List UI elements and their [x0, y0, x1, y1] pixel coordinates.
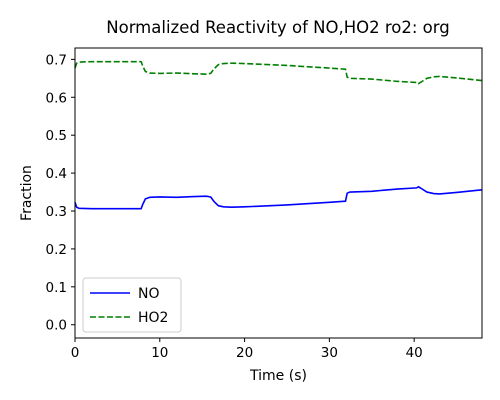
legend-label-no: NO [138, 286, 160, 302]
y-tick-label: 0.0 [46, 318, 67, 334]
x-tick-label: 20 [236, 345, 253, 361]
y-tick-label: 0.2 [46, 242, 67, 258]
legend: NO HO2 [82, 277, 182, 333]
y-tick-label: 0.4 [46, 166, 67, 182]
y-ticks: 0.0 0.1 0.2 0.3 0.4 0.5 0.6 0.7 [46, 52, 75, 334]
legend-label-ho2: HO2 [138, 310, 168, 326]
series-line-ho2 [74, 60, 483, 85]
plot-frame [74, 47, 483, 339]
y-tick-label: 0.6 [46, 90, 67, 106]
y-axis-label: Fraction [19, 165, 35, 221]
y-tick-label: 0.5 [46, 128, 67, 144]
plot-area [74, 60, 483, 210]
y-tick-label: 0.1 [46, 280, 67, 296]
legend-box [82, 277, 182, 333]
x-tick-label: 10 [151, 345, 168, 361]
x-tick-label: 0 [71, 345, 80, 361]
chart-title: Normalized Reactivity of NO,HO2 ro2: org [106, 18, 450, 37]
series-line-no [74, 185, 483, 210]
x-tick-label: 30 [321, 345, 338, 361]
y-tick-label: 0.3 [46, 204, 67, 220]
x-tick-label: 40 [406, 345, 423, 361]
x-axis-label: Time (s) [249, 368, 307, 384]
x-ticks: 0 10 20 30 40 [71, 338, 423, 361]
y-tick-label: 0.7 [46, 52, 67, 68]
